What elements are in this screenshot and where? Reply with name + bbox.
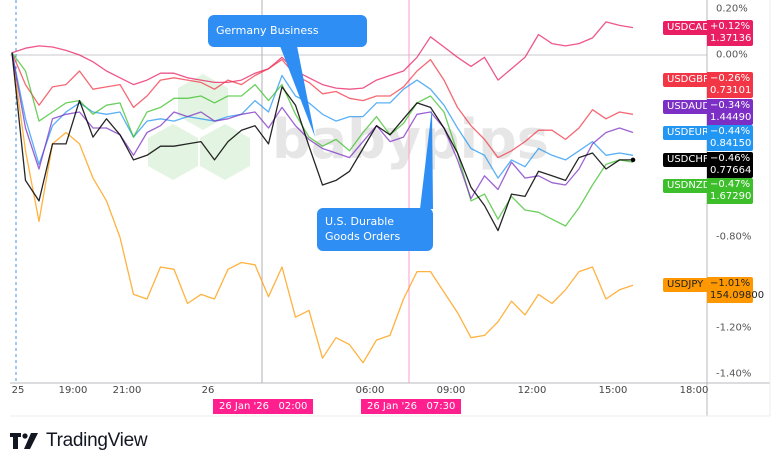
series-value-label: −0.34% 1.44490 [707, 99, 753, 125]
series-change: −0.47% [710, 179, 751, 190]
series-symbol-label[interactable]: USDCAD [663, 21, 714, 35]
x-tick-label: 19:00 [58, 385, 88, 396]
y-tick-label: -1.40% [716, 368, 752, 380]
series-line-usdnzd [11, 52, 634, 227]
marker-date: 26 Jan '26 [367, 401, 417, 412]
watermark: babypips [148, 74, 549, 180]
series-line-usdgbp [11, 52, 634, 159]
x-tick-label: 09:00 [436, 385, 466, 396]
callout-pointer [280, 46, 315, 137]
series-change: −1.01% [710, 278, 751, 289]
brand-name: TradingView [46, 430, 148, 451]
last-point-marker [630, 157, 636, 163]
y-tick-label: -1.20% [716, 322, 752, 334]
series-line-usdaud [11, 52, 634, 200]
series-price: 1.37136 [710, 33, 752, 44]
annotation-germany-business-climate[interactable]: Germany Business Climate [208, 15, 367, 69]
series-change: +0.12% [710, 21, 751, 32]
annotation-us-durable-goods-orders[interactable]: U.S. Durable Goods Orders [317, 208, 433, 251]
series-line-usdeur [11, 52, 634, 179]
y-tick-label: 0.00% [716, 49, 748, 61]
watermark-text: babypips [272, 108, 549, 171]
series-price: 154.09800 [710, 290, 765, 301]
series-value-label: +0.12% 1.37136 [707, 20, 753, 46]
series-change: −0.26% [710, 73, 751, 84]
marker-date: 26 Jan '26 [219, 401, 269, 412]
series-change: −0.34% [710, 100, 751, 111]
time-marker-tag-0730: 26 Jan '26 07:30 [361, 399, 462, 414]
series-line-usdjpy [11, 52, 634, 364]
time-marker-tag-0200: 26 Jan '26 02:00 [213, 399, 314, 414]
watermark-hexagon [148, 124, 198, 180]
series-symbol-label[interactable]: USDCHF [663, 153, 713, 167]
x-tick-label: 26 [201, 385, 215, 396]
x-tick-label: 25 [11, 385, 25, 396]
series-symbol-label[interactable]: USDJPY [663, 278, 708, 292]
x-tick-label: 18:00 [679, 385, 709, 396]
marker-time: 07:30 [426, 401, 456, 412]
series-price: 0.77664 [710, 165, 752, 176]
series-value-label: −0.26% 0.73101 [707, 72, 753, 98]
series-value-label: −0.47% 1.67290 [707, 178, 753, 204]
callout-pointer [420, 108, 433, 209]
series-price: 0.73101 [710, 85, 752, 96]
series-line-usdchf [11, 52, 633, 232]
x-tick-label: 12:00 [517, 385, 547, 396]
series-symbol-label[interactable]: USDAUD [663, 100, 715, 114]
y-tick-label: 0.20% [716, 3, 748, 15]
series-symbol-label[interactable]: USDEUR [663, 126, 713, 140]
series-value-label: −0.46% 0.77664 [707, 152, 753, 178]
series-value-label: −1.01% 154.09800 [707, 277, 765, 303]
x-tick-label: 15:00 [598, 385, 628, 396]
series-price: 1.67290 [710, 191, 752, 202]
y-tick-label: -0.80% [716, 231, 752, 243]
series-symbol-label[interactable]: USDNZD [663, 179, 715, 193]
x-tick-label: 21:00 [112, 385, 142, 396]
series-price: 0.84150 [710, 138, 752, 149]
series-symbol-label[interactable]: USDGBP [663, 73, 714, 87]
series-price: 1.44490 [710, 112, 752, 123]
series-change: −0.44% [710, 126, 751, 137]
series-value-label: −0.44% 0.84150 [707, 125, 753, 151]
marker-time: 02:00 [278, 401, 308, 412]
series-line-usdcad [11, 21, 634, 90]
x-tick-label: 06:00 [355, 385, 385, 396]
series-change: −0.46% [710, 153, 751, 164]
tradingview-logo-icon [10, 433, 38, 449]
tradingview-logo: TradingView [10, 430, 148, 452]
watermark-hexagon [200, 124, 250, 180]
